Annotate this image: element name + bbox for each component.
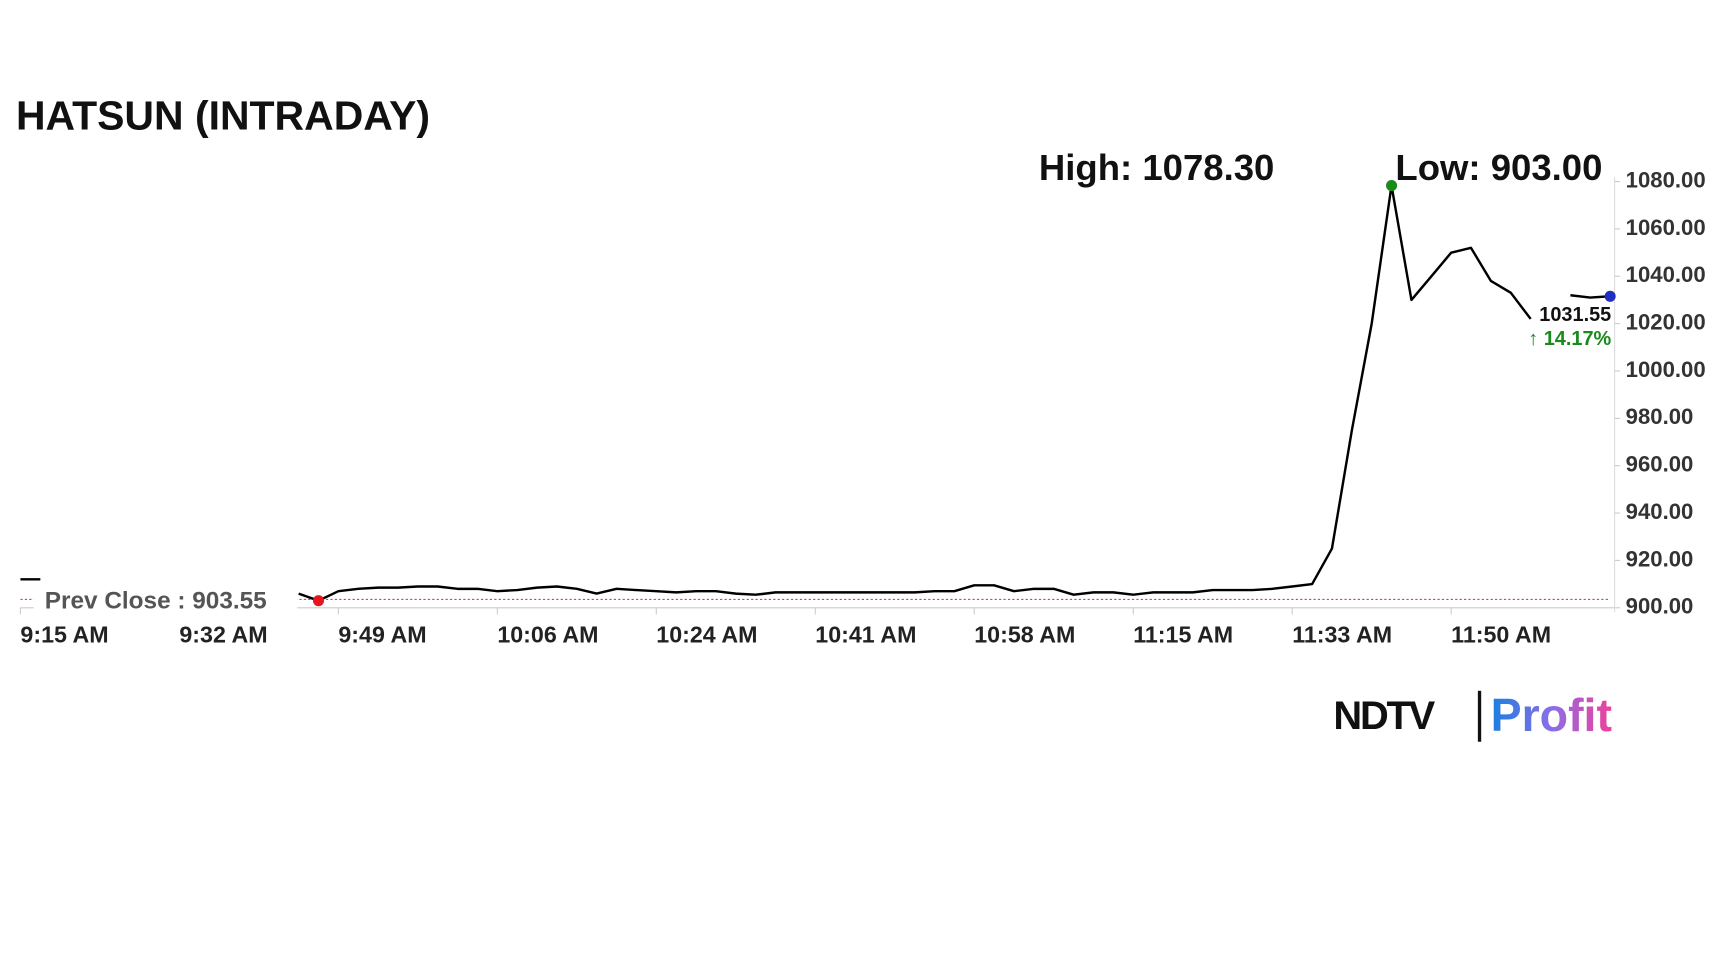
plot: 900.00 920.00 940.00 960.00 980.00 1000.00 102…	[19, 167, 1706, 648]
y-tick-label: 920.00	[1626, 546, 1694, 571]
y-tick-label: 980.00	[1626, 404, 1694, 429]
x-tick-label: 11:33 AM	[1292, 622, 1392, 648]
x-tick-label: 10:41 AM	[815, 622, 916, 648]
brand: NDTV	[1333, 694, 1435, 738]
chart-title: HATSUN (INTRADAY)	[16, 92, 430, 138]
x-tick-label: 11:50 AM	[1451, 622, 1551, 648]
brand-sub: Profit	[1491, 689, 1612, 741]
y-tick-label: 1040.00	[1626, 262, 1706, 287]
prev-close-bg	[33, 586, 298, 616]
prev-close-label: Prev Close : 903.55	[45, 588, 267, 615]
high-marker	[1386, 180, 1398, 192]
x-tick-label: 9:32 AM	[179, 622, 267, 648]
low-label: Low: 903.00	[1395, 147, 1602, 188]
last-marker	[1604, 290, 1616, 302]
y-tick-label: 1000.00	[1626, 357, 1706, 382]
x-tick-label: 10:24 AM	[656, 622, 757, 648]
y-tick-label: 1060.00	[1626, 215, 1706, 240]
x-tick-label: 10:58 AM	[974, 622, 1075, 648]
x-tick-label: 11:15 AM	[1133, 622, 1233, 648]
high-label: High: 1078.30	[1039, 147, 1274, 188]
last-label: 1031.55	[1539, 304, 1611, 326]
x-tick-label: 9:15 AM	[20, 622, 108, 648]
y-tick-label: 1020.00	[1626, 309, 1706, 334]
y-tick-label: 960.00	[1626, 452, 1694, 477]
x-tick-label: 9:49 AM	[338, 622, 426, 648]
y-tick-label: 940.00	[1626, 499, 1694, 524]
logo: NDTV Profit	[1333, 689, 1612, 742]
y-tick-label: 1080.00	[1626, 167, 1706, 192]
low-marker	[312, 595, 325, 607]
change-label: ↑ 14.17%	[1528, 328, 1611, 350]
x-tick-label: 10:06 AM	[497, 622, 598, 648]
price-line	[20, 184, 1611, 602]
y-tick-label: 900.00	[1626, 594, 1694, 619]
